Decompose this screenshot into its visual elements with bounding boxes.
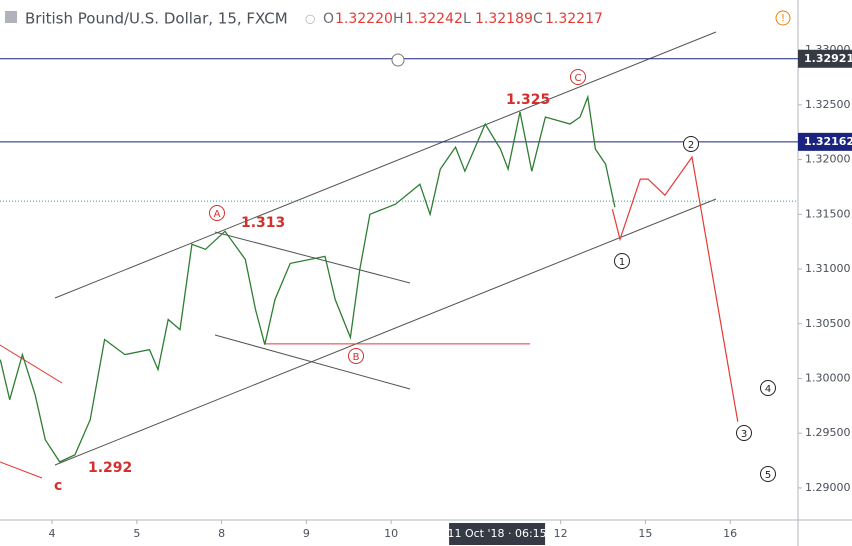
ohlc-key: C (533, 11, 543, 27)
x-tick-label: 9 (303, 527, 310, 540)
x-tick-label: 15 (638, 527, 652, 540)
crosshair-label: 11 Oct '18 · 06:15 (447, 527, 546, 540)
drawings (54, 31, 717, 466)
y-tick-label: 1.30000 (805, 371, 851, 384)
wave-label: C (575, 73, 582, 84)
wave-label: A (214, 209, 221, 220)
visibility-icon[interactable]: ○ (305, 12, 315, 26)
warning-icon[interactable] (775, 10, 791, 26)
wave-label: 3 (741, 429, 747, 440)
wave-circle (348, 348, 364, 364)
wave-label: 2 (688, 140, 694, 151)
wedge-lower (214, 334, 411, 390)
wave-circle (570, 69, 586, 85)
wave-circle (760, 380, 776, 396)
ohlc-value: 1.32189 (475, 11, 533, 27)
y-tick-label: 1.31500 (805, 207, 851, 220)
y-tick-label: 1.29000 (805, 481, 851, 494)
wave-circle (736, 425, 752, 441)
wave-circle (209, 205, 225, 221)
wave-label: B (353, 352, 360, 363)
price-label-box (798, 132, 852, 151)
symbol-icon (5, 11, 17, 23)
ohlc-value: 1.32217 (545, 11, 603, 27)
projection-line (611, 155, 739, 422)
price-line-series (0, 94, 616, 463)
annotation: c (54, 478, 62, 494)
wedge-upper (214, 231, 411, 284)
warning-icon-mark: ! (781, 13, 785, 24)
x-tick-label: 10 (384, 527, 398, 540)
price-label-box (798, 49, 852, 68)
price-label: 1.32921 (804, 52, 852, 65)
wave-label: 4 (765, 384, 771, 395)
wave-circle (760, 466, 776, 482)
annotation: 1.292 (88, 460, 132, 476)
chart-title: British Pound/U.S. Dollar, 15, FXCM (25, 10, 288, 28)
drawing-handle[interactable] (391, 53, 405, 67)
crosshair-label-box (449, 523, 546, 545)
x-tick-label: 4 (49, 527, 56, 540)
y-tick-label: 1.32000 (805, 153, 851, 166)
trend-line (0, 461, 43, 479)
wave-circle (614, 253, 630, 269)
channel-lower (54, 198, 717, 466)
ohlc-value: 1.32242 (405, 11, 463, 27)
y-tick-label: 1.30500 (805, 317, 851, 330)
y-tick-label: 1.32500 (805, 98, 851, 111)
trend-line (0, 344, 63, 384)
ohlc-key: O (323, 11, 334, 27)
channel-upper (54, 31, 717, 299)
ohlc-key: H (393, 11, 404, 27)
y-tick-label: 1.31000 (805, 262, 851, 275)
x-tick-label: 16 (723, 527, 737, 540)
annotation: 1.313 (241, 215, 285, 231)
ohlc-key: L (463, 11, 471, 27)
wave-label: 5 (765, 470, 771, 481)
y-tick-label: 1.29500 (805, 426, 851, 439)
x-tick-label: 8 (218, 527, 225, 540)
ohlc-value: 1.32220 (335, 11, 393, 27)
x-tick-label: 5 (133, 527, 140, 540)
wave-label: 1 (619, 257, 625, 268)
annotation: 1.325 (506, 92, 550, 108)
wave-circle (683, 136, 699, 152)
price-label: 1.32162 (804, 135, 852, 148)
x-tick-label: 12 (554, 527, 568, 540)
